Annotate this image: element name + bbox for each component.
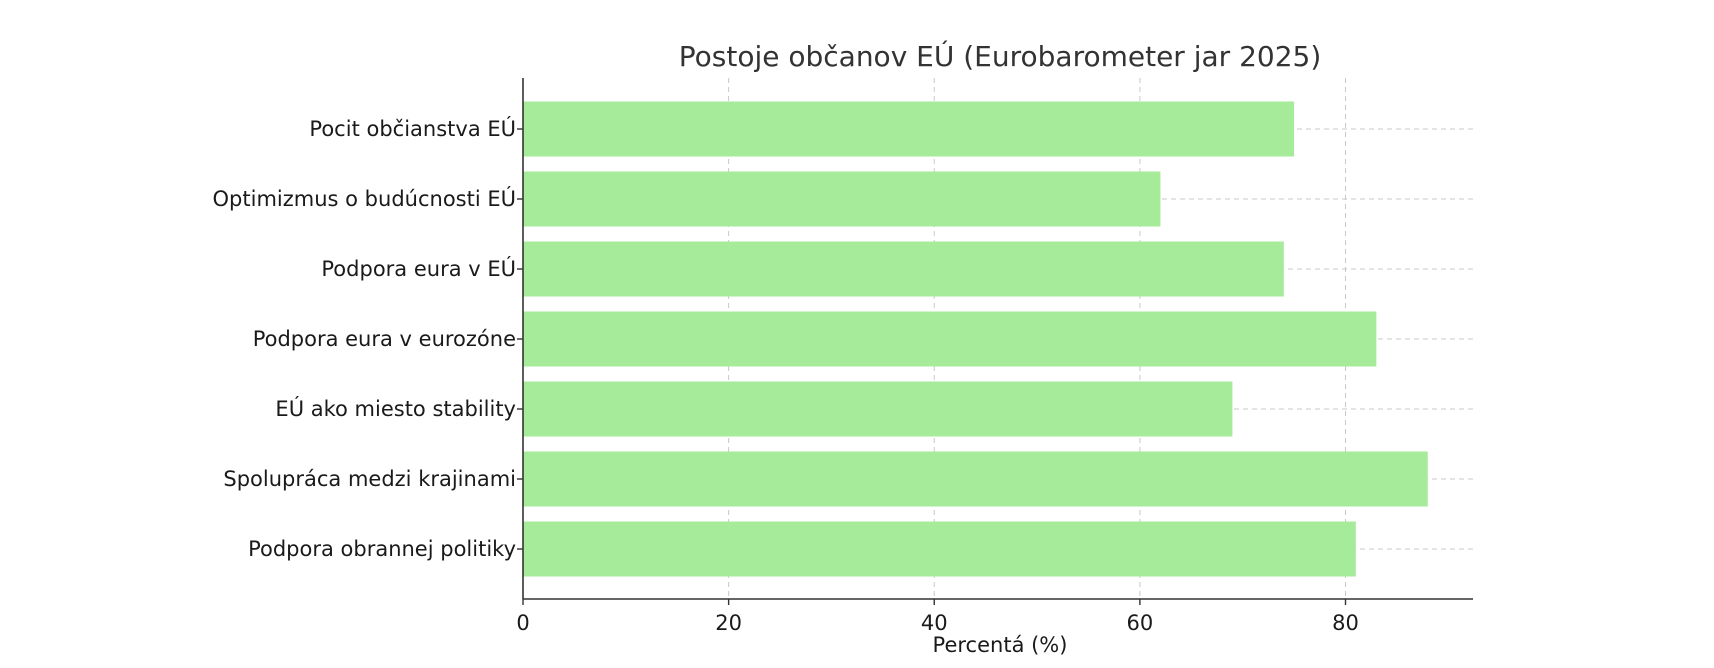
x-tick-labels: 0 20 40 60 80 bbox=[516, 611, 1359, 635]
x-tick-label: 60 bbox=[1127, 611, 1154, 635]
x-axis-label: Percentá (%) bbox=[933, 633, 1068, 657]
bars bbox=[523, 101, 1428, 577]
category-label: Pocit občianstva EÚ bbox=[309, 116, 516, 141]
grid-lines bbox=[523, 78, 1473, 599]
category-label: EÚ ako miesto stability bbox=[275, 396, 516, 421]
category-label: Optimizmus o budúcnosti EÚ bbox=[213, 186, 516, 211]
category-label: Podpora obrannej politiky bbox=[248, 537, 516, 561]
x-tick-label: 20 bbox=[715, 611, 742, 635]
bar bbox=[523, 101, 1295, 157]
bar bbox=[523, 311, 1377, 367]
bar bbox=[523, 241, 1284, 297]
bar bbox=[523, 451, 1428, 507]
category-label: Podpora eura v eurozóne bbox=[253, 327, 516, 351]
bar bbox=[523, 171, 1161, 227]
chart-title: Postoje občanov EÚ (Eurobarometer jar 20… bbox=[679, 39, 1322, 73]
x-tick-label: 40 bbox=[921, 611, 948, 635]
bar bbox=[523, 521, 1356, 577]
axes bbox=[517, 78, 1473, 605]
category-labels: Pocit občianstva EÚ Optimizmus o budúcnos… bbox=[213, 116, 516, 561]
category-label: Spolupráca medzi krajinami bbox=[223, 467, 516, 491]
x-tick-label: 80 bbox=[1332, 611, 1359, 635]
bar bbox=[523, 381, 1233, 437]
x-tick-label: 0 bbox=[516, 611, 529, 635]
category-label: Podpora eura v EÚ bbox=[321, 256, 516, 281]
